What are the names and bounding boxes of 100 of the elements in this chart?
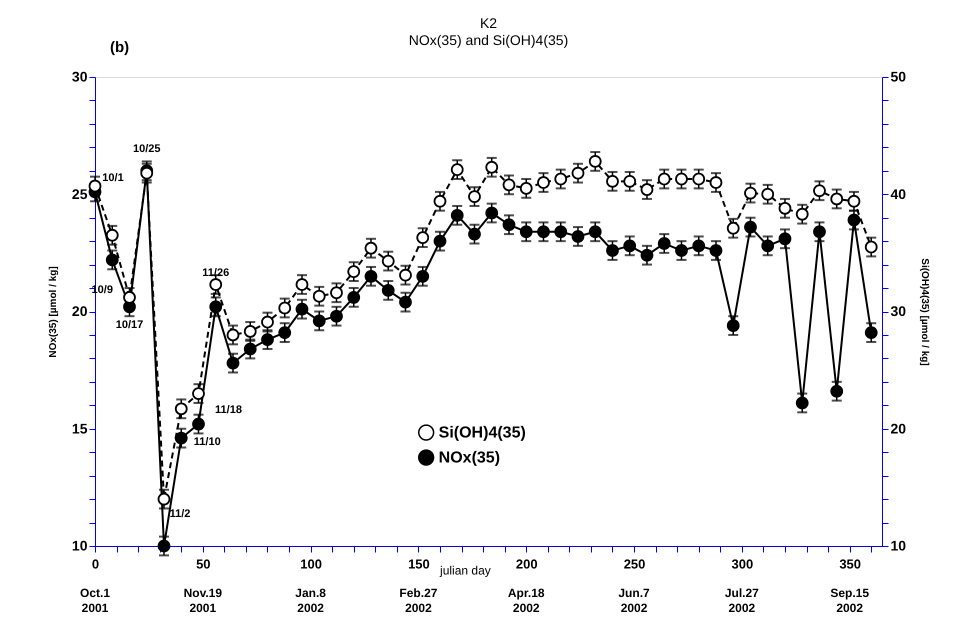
text: Jul.27 2002 (724, 586, 760, 615)
point (312, 290, 326, 303)
point (244, 325, 257, 338)
point (399, 268, 412, 282)
point (744, 186, 757, 200)
point (640, 248, 654, 262)
point (710, 176, 722, 189)
y-tick-label: 10 (72, 538, 88, 554)
point (450, 208, 464, 222)
point (692, 172, 706, 186)
point (537, 176, 550, 189)
point (158, 540, 170, 552)
x-tick-label: 200 (516, 556, 538, 572)
point (244, 342, 257, 356)
chart-subtitle: NOx(35) and Si(OH)4(35) (408, 32, 568, 48)
point (192, 387, 205, 400)
point (572, 166, 584, 180)
y-axis-title: NOx(35) [µmol / kg] (48, 266, 59, 358)
point (588, 155, 602, 168)
x-tick-label: 250 (624, 556, 646, 572)
x-tick-label: 100 (300, 556, 322, 572)
point (296, 278, 308, 291)
point (416, 270, 430, 283)
x-tick-label: 350 (839, 556, 862, 572)
point (864, 326, 878, 339)
point (330, 286, 343, 300)
x-tick-label: 50 (196, 556, 211, 572)
text: Sep.15 2002 (830, 586, 870, 615)
point (606, 244, 619, 257)
point (209, 300, 222, 314)
point (502, 218, 516, 232)
point (813, 184, 826, 198)
point (537, 225, 550, 238)
point (140, 166, 154, 180)
point (192, 418, 205, 430)
y-tick-label: 25 (72, 186, 88, 202)
y2-tick-label: 20 (890, 420, 906, 436)
point (434, 194, 446, 208)
point (744, 220, 757, 234)
x-axis-title: julian day (439, 564, 491, 578)
point (796, 208, 809, 221)
annotation: 11/26 (202, 266, 230, 279)
point (261, 333, 274, 346)
x-tick-label: 150 (408, 556, 430, 572)
y2-tick-label: 10 (890, 538, 906, 554)
annotation: 10/17 (116, 318, 144, 331)
point (382, 254, 395, 268)
point (347, 291, 360, 304)
point (364, 270, 378, 283)
annotation: 10/1 (102, 172, 124, 184)
point (382, 284, 395, 297)
point (434, 234, 446, 248)
point (296, 302, 308, 316)
x-tick-label: 0 (92, 556, 100, 572)
point (658, 172, 671, 186)
point (675, 244, 688, 257)
point (468, 190, 481, 203)
point (485, 206, 498, 220)
text: Jun.7 2002 (618, 586, 650, 615)
point (226, 328, 240, 342)
point (623, 239, 636, 252)
point (848, 214, 860, 226)
point (416, 231, 430, 244)
text: Feb.27 2002 (399, 586, 438, 615)
x-tick-label: 300 (732, 556, 754, 572)
annotation: 11/18 (215, 404, 242, 416)
text: (b) (110, 39, 130, 56)
point (520, 225, 533, 238)
point (761, 239, 774, 252)
text: Nov.19 2001 (184, 586, 222, 615)
point (554, 172, 568, 186)
point (848, 194, 860, 208)
legend-label: Si(OH)4(35) (438, 424, 526, 442)
point (174, 402, 188, 416)
annotation: 11/2 (170, 508, 190, 520)
point (520, 182, 533, 195)
point (502, 178, 516, 192)
chart-title: K2 (480, 15, 498, 31)
point (864, 240, 878, 254)
y2-tick-label: 50 (890, 68, 906, 84)
point (209, 278, 222, 291)
y-tick-label: 15 (72, 420, 88, 436)
point (399, 296, 412, 308)
point (813, 225, 826, 238)
point (726, 319, 740, 332)
point (278, 302, 292, 314)
point (106, 228, 119, 242)
point (675, 172, 688, 186)
point (623, 174, 636, 188)
annotation: 11/10 (194, 436, 221, 448)
point (106, 254, 119, 266)
point (796, 396, 809, 410)
point (226, 356, 240, 370)
y2-axis-title: Si(OH)4(35) [µmol / kg] (919, 258, 930, 366)
point (468, 228, 481, 240)
point (761, 188, 774, 201)
point (158, 492, 170, 506)
point (606, 174, 619, 188)
point (710, 244, 722, 257)
point (364, 242, 378, 255)
